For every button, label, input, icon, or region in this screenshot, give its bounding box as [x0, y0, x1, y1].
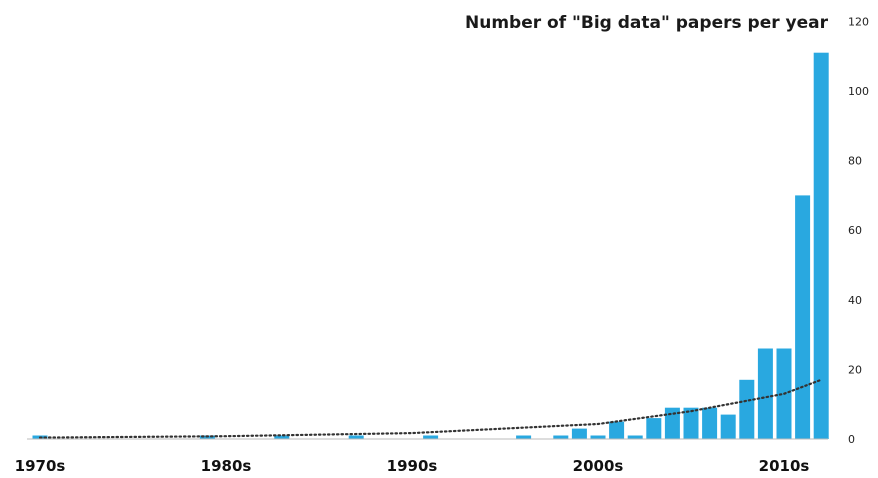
bar-1991: [423, 435, 439, 439]
x-tick-label: 1970s: [15, 457, 66, 475]
bar-1998: [553, 435, 569, 439]
bar-2012: [813, 52, 829, 439]
x-tick-label: 1980s: [201, 457, 252, 475]
bar-1987: [348, 435, 364, 439]
y-tick-label: 60: [848, 224, 862, 237]
y-tick-label: 40: [848, 294, 862, 307]
bar-2003: [646, 418, 662, 439]
y-tick-label: 80: [848, 155, 862, 168]
bar-2005: [683, 407, 699, 439]
bar-1996: [516, 435, 532, 439]
chart-title: Number of "Big data" papers per year: [465, 13, 829, 33]
bar-2004: [664, 407, 680, 439]
bar-2009: [757, 348, 773, 439]
bar-2008: [739, 379, 755, 439]
x-axis: 1970s 1980s 1990s 2000s 2010s: [15, 457, 810, 475]
bar-2011: [795, 195, 811, 439]
y-axis: 0 20 40 60 80 100 120: [848, 15, 869, 446]
x-tick-label: 2010s: [759, 457, 810, 475]
y-tick-label: 100: [848, 85, 869, 98]
bar-1983: [274, 435, 290, 439]
x-tick-label: 1990s: [387, 457, 438, 475]
bar-2002: [627, 435, 643, 439]
x-tick-label: 2000s: [573, 457, 624, 475]
bar-1999: [571, 428, 587, 439]
y-tick-label: 20: [848, 363, 862, 376]
y-tick-label: 120: [848, 15, 869, 28]
bar-2001: [609, 421, 625, 439]
bar-2007: [720, 414, 736, 439]
bars: [32, 52, 829, 439]
trendline-path: [38, 378, 823, 439]
bar-2006: [702, 407, 718, 439]
bar-2000: [590, 435, 606, 439]
trendline: [38, 378, 823, 439]
y-tick-label: 0: [848, 433, 855, 446]
